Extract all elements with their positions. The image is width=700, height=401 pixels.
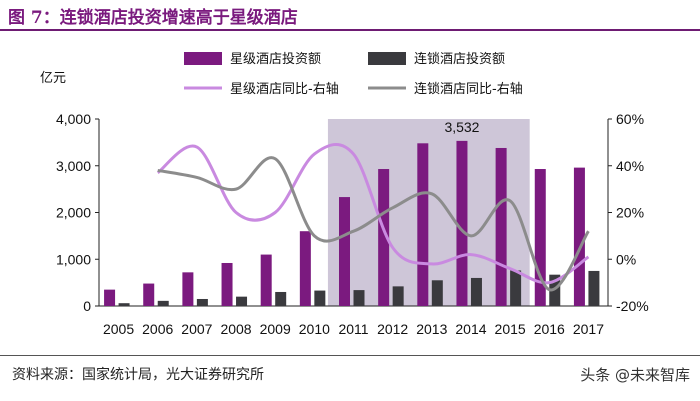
chain-hotel-bar bbox=[275, 291, 287, 306]
legend-swatch bbox=[184, 52, 222, 65]
chain-hotel-bar bbox=[470, 277, 482, 306]
x-tick-label: 2014 bbox=[455, 321, 486, 337]
x-tick-label: 2017 bbox=[573, 321, 604, 337]
title-divider bbox=[0, 29, 700, 31]
y-axis-unit: 亿元 bbox=[40, 71, 66, 86]
left-tick-label: 4,000 bbox=[56, 111, 91, 127]
chain-hotel-bar bbox=[314, 290, 326, 306]
star-hotel-bar bbox=[299, 231, 311, 306]
chain-hotel-bar bbox=[353, 290, 365, 306]
x-tick-label: 2012 bbox=[377, 321, 408, 337]
star-hotel-bar bbox=[456, 140, 468, 306]
left-tick-label: 2,000 bbox=[56, 205, 91, 221]
chain-hotel-yoy-line bbox=[157, 156, 590, 292]
star-hotel-yoy-line bbox=[156, 143, 590, 285]
watermark: 头条 @未来智库 bbox=[580, 366, 690, 384]
figure-title: 图 7：连锁酒店投资增速高于星级酒店 bbox=[8, 8, 298, 28]
x-tick-label: 2009 bbox=[260, 321, 291, 337]
chain-hotel-bar bbox=[588, 270, 600, 306]
x-tick-label: 2016 bbox=[534, 321, 565, 337]
x-tick-label: 2005 bbox=[103, 321, 134, 337]
chain-hotel-bar bbox=[157, 300, 169, 306]
x-tick-label: 2013 bbox=[416, 321, 447, 337]
star-hotel-bar bbox=[182, 272, 194, 306]
star-hotel-bar bbox=[573, 167, 585, 306]
star-hotel-bar bbox=[417, 143, 429, 306]
chain-hotel-bar bbox=[510, 270, 522, 306]
right-tick-label: 60% bbox=[616, 111, 644, 127]
x-tick-label: 2007 bbox=[181, 321, 212, 337]
star-hotel-bar bbox=[260, 254, 272, 306]
chain-hotel-bar bbox=[196, 298, 208, 306]
left-tick-label: 1,000 bbox=[56, 251, 91, 267]
x-tick-label: 2010 bbox=[299, 321, 330, 337]
right-tick-label: 0% bbox=[616, 251, 636, 267]
star-hotel-bar bbox=[495, 147, 507, 306]
chain-hotel-bar bbox=[236, 296, 248, 306]
star-hotel-bar bbox=[104, 289, 116, 306]
chain-hotel-bar bbox=[392, 286, 404, 306]
x-tick-label: 2015 bbox=[495, 321, 526, 337]
right-tick-label: 40% bbox=[616, 158, 644, 174]
left-tick-label: 3,000 bbox=[56, 158, 91, 174]
footer-divider bbox=[0, 355, 700, 356]
right-tick-label: 20% bbox=[616, 205, 644, 221]
chart-area: 0 1,000 2,000 3,000 4,000 -20% 0% 20% 40% 60% 2005… bbox=[40, 51, 649, 337]
legend-swatch bbox=[368, 52, 406, 65]
star-hotel-bar bbox=[221, 262, 233, 306]
legend-label: 星级酒店投资额 bbox=[230, 51, 321, 67]
right-tick-label: -20% bbox=[616, 298, 649, 314]
source-note: 资料来源：国家统计局，光大证券研究所 bbox=[12, 367, 264, 383]
legend-label: 星级酒店同比-右轴 bbox=[230, 82, 339, 97]
star-hotel-bar bbox=[339, 197, 350, 306]
x-tick-label: 2011 bbox=[338, 321, 368, 337]
x-tick-label: 2008 bbox=[220, 321, 251, 337]
star-hotel-bar bbox=[534, 169, 546, 306]
left-tick-label: 0 bbox=[83, 298, 91, 314]
star-hotel-bar bbox=[378, 169, 390, 306]
chain-hotel-bar bbox=[118, 303, 130, 306]
star-hotel-bar bbox=[143, 283, 155, 306]
peak-data-label: 3,532 bbox=[444, 119, 479, 135]
chain-hotel-bar bbox=[431, 280, 443, 306]
legend-label: 连锁酒店同比-右轴 bbox=[414, 81, 523, 97]
x-tick-label: 2006 bbox=[142, 321, 173, 337]
legend-label: 连锁酒店投资额 bbox=[414, 51, 505, 67]
